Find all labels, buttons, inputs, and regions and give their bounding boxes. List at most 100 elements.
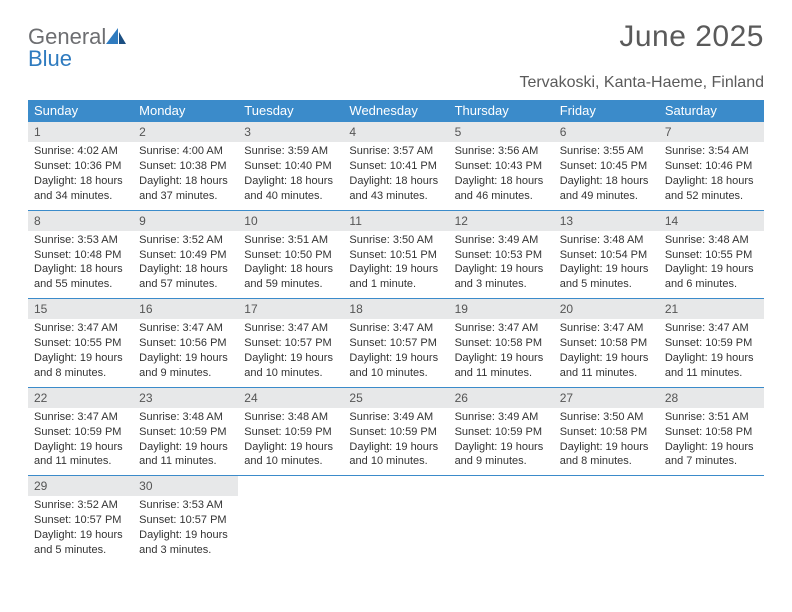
- sunset-line: Sunset: 10:41 PM: [349, 159, 442, 174]
- sunset-line: Sunset: 10:56 PM: [139, 336, 232, 351]
- weekday-header: Tuesday: [238, 100, 343, 122]
- sunset-line: Sunset: 10:50 PM: [244, 248, 337, 263]
- day-number: 30: [133, 476, 238, 496]
- sunset-line: Sunset: 10:49 PM: [139, 248, 232, 263]
- sunrise-line: Sunrise: 3:48 AM: [244, 410, 337, 425]
- daylight-line: Daylight: 19 hours and 10 minutes.: [244, 440, 337, 470]
- daylight-line: Daylight: 18 hours and 40 minutes.: [244, 174, 337, 204]
- daylight-line: Daylight: 19 hours and 11 minutes.: [455, 351, 548, 381]
- day-number: 12: [449, 211, 554, 231]
- daylight-line: Daylight: 18 hours and 43 minutes.: [349, 174, 442, 204]
- sunset-line: Sunset: 10:51 PM: [349, 248, 442, 263]
- day-number: 20: [554, 299, 659, 319]
- day-cell: 5Sunrise: 3:56 AMSunset: 10:43 PMDayligh…: [449, 122, 554, 210]
- daylight-line: Daylight: 18 hours and 52 minutes.: [665, 174, 758, 204]
- day-number: 19: [449, 299, 554, 319]
- sunrise-line: Sunrise: 3:57 AM: [349, 144, 442, 159]
- sunset-line: Sunset: 10:40 PM: [244, 159, 337, 174]
- daylight-line: Daylight: 19 hours and 3 minutes.: [139, 528, 232, 558]
- header-row: General Blue June 2025: [28, 20, 764, 70]
- day-body: Sunrise: 3:49 AMSunset: 10:53 PMDaylight…: [449, 231, 554, 298]
- sunset-line: Sunset: 10:59 PM: [665, 336, 758, 351]
- sunrise-line: Sunrise: 3:49 AM: [455, 410, 548, 425]
- day-body: Sunrise: 3:56 AMSunset: 10:43 PMDaylight…: [449, 142, 554, 209]
- week-row: 22Sunrise: 3:47 AMSunset: 10:59 PMDaylig…: [28, 388, 764, 477]
- page-title-block: June 2025: [619, 20, 764, 54]
- sunrise-line: Sunrise: 3:48 AM: [560, 233, 653, 248]
- sunset-line: Sunset: 10:38 PM: [139, 159, 232, 174]
- weekday-header: Thursday: [449, 100, 554, 122]
- day-cell: 3Sunrise: 3:59 AMSunset: 10:40 PMDayligh…: [238, 122, 343, 210]
- sunset-line: Sunset: 10:48 PM: [34, 248, 127, 263]
- day-cell: 13Sunrise: 3:48 AMSunset: 10:54 PMDaylig…: [554, 211, 659, 299]
- calendar-page: General Blue June 2025 Tervakoski, Kanta…: [0, 0, 792, 564]
- daylight-line: Daylight: 19 hours and 3 minutes.: [455, 262, 548, 292]
- day-body: Sunrise: 3:47 AMSunset: 10:56 PMDaylight…: [133, 319, 238, 386]
- weekday-header: Monday: [133, 100, 238, 122]
- daylight-line: Daylight: 19 hours and 6 minutes.: [665, 262, 758, 292]
- day-body: Sunrise: 3:59 AMSunset: 10:40 PMDaylight…: [238, 142, 343, 209]
- month-title: June 2025: [619, 20, 764, 54]
- day-number: 9: [133, 211, 238, 231]
- sunset-line: Sunset: 10:58 PM: [665, 425, 758, 440]
- sunrise-line: Sunrise: 3:47 AM: [455, 321, 548, 336]
- day-body: Sunrise: 3:47 AMSunset: 10:57 PMDaylight…: [238, 319, 343, 386]
- daylight-line: Daylight: 18 hours and 59 minutes.: [244, 262, 337, 292]
- sunrise-line: Sunrise: 3:51 AM: [665, 410, 758, 425]
- daylight-line: Daylight: 19 hours and 10 minutes.: [349, 351, 442, 381]
- weekday-header-row: Sunday Monday Tuesday Wednesday Thursday…: [28, 100, 764, 122]
- sunrise-line: Sunrise: 3:51 AM: [244, 233, 337, 248]
- day-number: 7: [659, 122, 764, 142]
- daylight-line: Daylight: 18 hours and 46 minutes.: [455, 174, 548, 204]
- day-body: Sunrise: 3:53 AMSunset: 10:57 PMDaylight…: [133, 496, 238, 563]
- day-body: Sunrise: 3:55 AMSunset: 10:45 PMDaylight…: [554, 142, 659, 209]
- sunset-line: Sunset: 10:57 PM: [34, 513, 127, 528]
- day-number: 8: [28, 211, 133, 231]
- day-number: 10: [238, 211, 343, 231]
- day-number: 6: [554, 122, 659, 142]
- day-cell: 24Sunrise: 3:48 AMSunset: 10:59 PMDaylig…: [238, 388, 343, 476]
- day-body: Sunrise: 3:49 AMSunset: 10:59 PMDaylight…: [343, 408, 448, 475]
- sunrise-line: Sunrise: 3:49 AM: [349, 410, 442, 425]
- day-body: Sunrise: 3:47 AMSunset: 10:58 PMDaylight…: [554, 319, 659, 386]
- daylight-line: Daylight: 19 hours and 10 minutes.: [244, 351, 337, 381]
- sunrise-line: Sunrise: 4:02 AM: [34, 144, 127, 159]
- sunrise-line: Sunrise: 3:47 AM: [665, 321, 758, 336]
- daylight-line: Daylight: 19 hours and 11 minutes.: [665, 351, 758, 381]
- sunrise-line: Sunrise: 3:56 AM: [455, 144, 548, 159]
- daylight-line: Daylight: 19 hours and 11 minutes.: [34, 440, 127, 470]
- day-number: 13: [554, 211, 659, 231]
- day-number: 11: [343, 211, 448, 231]
- daylight-line: Daylight: 18 hours and 55 minutes.: [34, 262, 127, 292]
- empty-cell: [659, 476, 764, 564]
- sunrise-line: Sunrise: 3:47 AM: [244, 321, 337, 336]
- day-body: Sunrise: 3:51 AMSunset: 10:58 PMDaylight…: [659, 408, 764, 475]
- sunset-line: Sunset: 10:57 PM: [139, 513, 232, 528]
- daylight-line: Daylight: 19 hours and 10 minutes.: [349, 440, 442, 470]
- daylight-line: Daylight: 19 hours and 5 minutes.: [34, 528, 127, 558]
- day-cell: 27Sunrise: 3:50 AMSunset: 10:58 PMDaylig…: [554, 388, 659, 476]
- day-body: Sunrise: 3:52 AMSunset: 10:49 PMDaylight…: [133, 231, 238, 298]
- sunset-line: Sunset: 10:59 PM: [455, 425, 548, 440]
- sunset-line: Sunset: 10:45 PM: [560, 159, 653, 174]
- day-cell: 7Sunrise: 3:54 AMSunset: 10:46 PMDayligh…: [659, 122, 764, 210]
- day-body: Sunrise: 3:48 AMSunset: 10:59 PMDaylight…: [133, 408, 238, 475]
- day-number: 16: [133, 299, 238, 319]
- day-cell: 23Sunrise: 3:48 AMSunset: 10:59 PMDaylig…: [133, 388, 238, 476]
- day-number: 23: [133, 388, 238, 408]
- day-cell: 11Sunrise: 3:50 AMSunset: 10:51 PMDaylig…: [343, 211, 448, 299]
- day-cell: 4 Sunrise: 3:57 AMSunset: 10:41 PMDayligh…: [343, 122, 448, 210]
- week-row: 29Sunrise: 3:52 AMSunset: 10:57 PMDaylig…: [28, 476, 764, 564]
- day-body: Sunrise: 4:00 AMSunset: 10:38 PMDaylight…: [133, 142, 238, 209]
- sunrise-line: Sunrise: 3:47 AM: [139, 321, 232, 336]
- location-subtitle: Tervakoski, Kanta-Haeme, Finland: [28, 74, 764, 92]
- day-number: 17: [238, 299, 343, 319]
- daylight-line: Daylight: 19 hours and 8 minutes.: [560, 440, 653, 470]
- brand-logo: General Blue: [28, 20, 126, 70]
- daylight-line: Daylight: 19 hours and 9 minutes.: [455, 440, 548, 470]
- weekday-header: Friday: [554, 100, 659, 122]
- sunset-line: Sunset: 10:53 PM: [455, 248, 548, 263]
- day-body: Sunrise: 3:52 AMSunset: 10:57 PMDaylight…: [28, 496, 133, 563]
- day-number: 4: [343, 122, 448, 142]
- weekday-header: Saturday: [659, 100, 764, 122]
